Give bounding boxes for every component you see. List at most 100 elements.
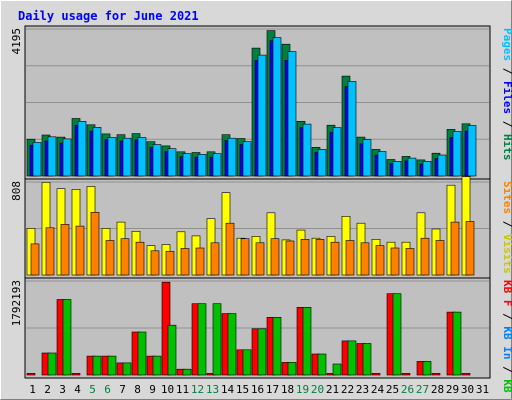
bar-kb-out-day-18 bbox=[287, 362, 297, 376]
day-label-6: 6 bbox=[104, 383, 111, 396]
bar-kb-out-day-19 bbox=[302, 306, 312, 376]
bar-sites-day-3 bbox=[60, 224, 70, 276]
day-label-22: 22 bbox=[341, 383, 354, 396]
bar-kb-f-day-30 bbox=[461, 373, 471, 376]
bar-kb-out-day-21 bbox=[332, 363, 342, 376]
bar-sites-day-30 bbox=[465, 221, 475, 276]
day-label-2: 2 bbox=[44, 383, 51, 396]
bar-pages-day-28 bbox=[437, 154, 447, 177]
bar-sites-day-20 bbox=[315, 239, 325, 276]
bar-sites-day-9 bbox=[150, 250, 160, 276]
bar-sites-day-17 bbox=[270, 238, 280, 276]
day-label-18: 18 bbox=[281, 383, 294, 396]
day-label-7: 7 bbox=[119, 383, 126, 396]
bar-pages-day-15 bbox=[242, 141, 252, 177]
bar-pages-day-30 bbox=[467, 125, 477, 177]
day-label-13: 13 bbox=[206, 383, 219, 396]
day-label-17: 17 bbox=[266, 383, 279, 396]
bar-sites-day-5 bbox=[90, 212, 100, 276]
legend-1-part-1: / bbox=[501, 214, 512, 234]
bar-pages-day-25 bbox=[392, 161, 402, 177]
day-label-9: 9 bbox=[149, 383, 156, 396]
day-label-27: 27 bbox=[416, 383, 429, 396]
bar-pages-day-5 bbox=[92, 127, 102, 177]
bar-sites-day-29 bbox=[450, 221, 460, 276]
bar-kb-out-day-27 bbox=[422, 361, 432, 376]
panel-visits-legend: Sites / Visits bbox=[501, 181, 512, 274]
bar-sites-day-6 bbox=[105, 240, 115, 276]
bar-kb-out-day-5 bbox=[92, 355, 102, 376]
bar-sites-day-24 bbox=[375, 245, 385, 276]
hits-files-pages-panel: 4195 Pages / Files / Hits bbox=[10, 25, 512, 180]
legend-0-part-2: Files bbox=[501, 81, 512, 114]
panel-kbytes-bars bbox=[26, 281, 471, 376]
bar-pages-day-17 bbox=[272, 37, 282, 177]
bar-pages-day-9 bbox=[152, 144, 162, 177]
bar-kb-out-day-9 bbox=[152, 355, 162, 376]
day-label-10: 10 bbox=[161, 383, 174, 396]
day-label-25: 25 bbox=[386, 383, 399, 396]
bar-pages-day-23 bbox=[362, 139, 372, 177]
legend-0-part-1: / bbox=[501, 61, 512, 81]
bar-pages-day-12 bbox=[197, 154, 207, 177]
bar-sites-day-7 bbox=[120, 238, 130, 276]
bar-kb-out-day-15 bbox=[242, 349, 252, 376]
bar-pages-day-8 bbox=[137, 137, 147, 177]
bar-kb-out-day-8 bbox=[137, 331, 147, 376]
bar-kb-f-day-28 bbox=[431, 373, 441, 376]
bar-sites-day-18 bbox=[285, 240, 295, 276]
bar-pages-day-24 bbox=[377, 151, 387, 177]
day-label-26: 26 bbox=[401, 383, 414, 396]
day-label-28: 28 bbox=[431, 383, 444, 396]
legend-0-part-4: Hits bbox=[501, 134, 512, 161]
panel-kbytes-grid bbox=[26, 280, 489, 329]
panel-hits-legend: Pages / Files / Hits bbox=[501, 28, 512, 161]
bar-sites-day-23 bbox=[360, 242, 370, 276]
x-axis-day-labels: 1 2 3 4 5 6 7 8 9 10 11 12 13 14 15 16 17 18 19 20 21 22 23 24 2… bbox=[29, 383, 489, 396]
day-label-12: 12 bbox=[191, 383, 204, 396]
bar-sites-day-13 bbox=[210, 242, 220, 276]
bar-pages-day-20 bbox=[317, 149, 327, 177]
bar-pages-day-22 bbox=[347, 81, 357, 177]
bar-sites-day-11 bbox=[180, 248, 190, 276]
bar-pages-day-6 bbox=[107, 137, 117, 177]
bar-pages-day-16 bbox=[257, 54, 267, 177]
bar-sites-day-8 bbox=[135, 241, 145, 276]
day-label-16: 16 bbox=[251, 383, 264, 396]
bar-pages-day-21 bbox=[332, 127, 342, 177]
chart-title: Daily usage for June 2021 bbox=[18, 9, 199, 23]
day-label-20: 20 bbox=[311, 383, 324, 396]
bar-pages-day-29 bbox=[452, 131, 462, 177]
panel-hits-ymax-label: 4195 bbox=[10, 28, 23, 55]
legend-2-part-1: / bbox=[501, 307, 512, 327]
day-label-19: 19 bbox=[296, 383, 309, 396]
kbytes-panel: 1792193 KB F / KB In / KB Out bbox=[10, 277, 512, 400]
bar-pages-day-19 bbox=[302, 123, 312, 177]
bar-pages-day-26 bbox=[407, 157, 417, 177]
bar-kb-out-day-11 bbox=[182, 368, 192, 376]
day-label-24: 24 bbox=[371, 383, 385, 396]
legend-2-part-3: / bbox=[501, 360, 512, 380]
day-label-23: 23 bbox=[356, 383, 369, 396]
day-label-11: 11 bbox=[176, 383, 189, 396]
bar-kb-out-day-14 bbox=[227, 313, 237, 376]
bar-sites-day-22 bbox=[345, 240, 355, 276]
bar-kb-out-day-17 bbox=[272, 316, 282, 376]
day-label-1: 1 bbox=[29, 383, 36, 396]
legend-0-part-3: / bbox=[501, 114, 512, 134]
legend-1-part-0: Sites bbox=[501, 181, 512, 214]
bar-kb-out-day-25 bbox=[392, 293, 402, 376]
bar-sites-day-21 bbox=[330, 241, 340, 276]
day-label-31: 31 bbox=[476, 383, 489, 396]
bar-pages-day-11 bbox=[182, 153, 192, 177]
bar-sites-day-15 bbox=[240, 238, 250, 276]
bar-kb-out-day-12 bbox=[197, 303, 207, 376]
bar-pages-day-14 bbox=[227, 137, 237, 177]
bar-sites-day-10 bbox=[165, 251, 175, 276]
panel-kbytes-ymax-label: 1792193 bbox=[10, 280, 23, 326]
day-label-14: 14 bbox=[221, 383, 235, 396]
bar-pages-day-10 bbox=[167, 148, 177, 177]
bar-kb-out-day-10 bbox=[167, 324, 177, 376]
panel-visits-ymax-label: 808 bbox=[10, 181, 23, 201]
bar-kb-out-day-16 bbox=[257, 328, 267, 376]
